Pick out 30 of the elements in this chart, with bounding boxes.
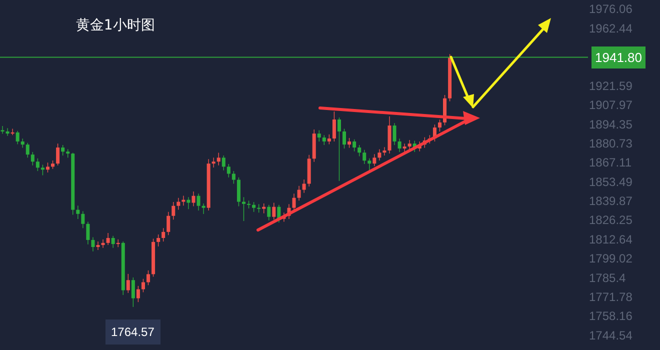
candlestick	[382, 147, 386, 156]
y-tick-label: 1785.4	[589, 270, 626, 285]
candlestick	[6, 128, 10, 136]
y-tick-label: 1839.87	[589, 194, 633, 208]
y-tick-label: 1799.02	[589, 252, 633, 266]
y-tick-label: 1880.73	[589, 136, 633, 150]
y-tick-label: 1962.44	[589, 21, 633, 36]
y-tick-label: 1867.11	[589, 156, 632, 170]
y-tick-label: 1907.97	[589, 98, 633, 112]
candlestick	[182, 196, 186, 206]
candlestick	[202, 203, 206, 214]
candlestick	[0, 126, 4, 134]
y-tick-label: 1826.25	[589, 213, 633, 228]
candlestick	[186, 197, 190, 210]
text: 黄金1小时图	[76, 17, 155, 34]
candlestick	[96, 242, 100, 250]
y-tick-label: 1758.16	[589, 309, 633, 324]
y-tick-label: 1812.64	[589, 232, 633, 246]
candlestick	[212, 158, 216, 168]
y-tick-label: 1976.06	[589, 2, 633, 16]
y-tick-label: 1894.35	[589, 117, 633, 132]
candlestick	[76, 206, 80, 219]
candlestick	[101, 239, 105, 248]
y-tick-label: 1853.49	[589, 174, 633, 189]
annotation: 1764.57	[111, 325, 155, 339]
y-tick-label: 1744.54	[589, 328, 633, 342]
y-tick-label: 1771.78	[589, 290, 633, 304]
ref-line-label: 1941.80	[595, 50, 642, 65]
y-tick-label: 1921.59	[589, 78, 633, 93]
candlestick	[176, 198, 180, 210]
